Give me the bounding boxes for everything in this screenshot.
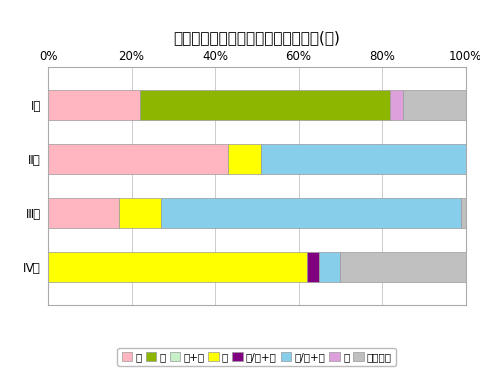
Bar [140, 90, 390, 120]
Bar [403, 90, 466, 120]
Bar [119, 198, 161, 228]
Bar [461, 198, 466, 228]
Bar [261, 144, 466, 174]
Bar [48, 198, 119, 228]
Bar [48, 252, 307, 282]
Bar [307, 252, 320, 282]
Title: 治療前ステージ別・治療方法の割合(胃): 治療前ステージ別・治療方法の割合(胃) [173, 30, 340, 45]
Bar [320, 252, 340, 282]
Bar [228, 144, 261, 174]
Bar [48, 144, 228, 174]
Bar [390, 90, 403, 120]
Bar [48, 90, 140, 120]
Legend: 手, 内, 手+内, 薬, 手/内+放, 手/内+薬, 他, 治療なし: 手, 内, 手+内, 薬, 手/内+放, 手/内+薬, 他, 治療なし [118, 348, 396, 366]
Bar [340, 252, 466, 282]
Bar [161, 198, 461, 228]
